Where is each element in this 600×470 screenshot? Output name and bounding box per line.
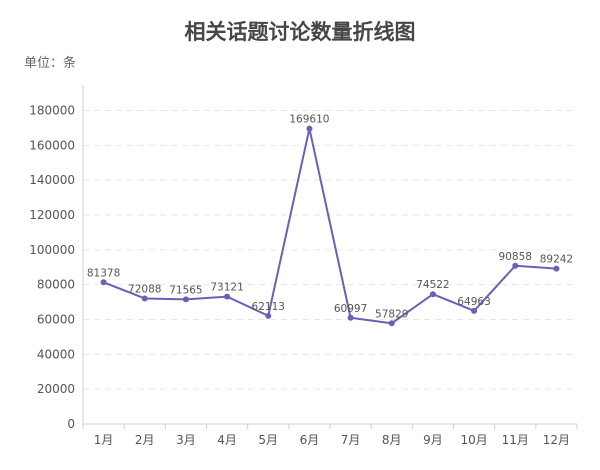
x-tick-label: 9月 (423, 433, 443, 447)
data-label: 169610 (289, 114, 329, 126)
data-point (100, 279, 107, 286)
data-point (512, 262, 519, 269)
data-point (429, 291, 436, 298)
y-tick-label: 40000 (37, 347, 75, 361)
data-label: 74522 (416, 279, 449, 291)
y-tick-label: 100000 (29, 243, 75, 257)
series-layer (100, 125, 560, 327)
series-line (103, 127, 557, 325)
x-tick-label: 3月 (176, 433, 196, 447)
y-axis-tick-labels: 0 20000 40000 60000 80000 100000 120000 140000 1… (29, 104, 75, 432)
x-tick-label: 8月 (382, 433, 402, 447)
data-label: 90858 (499, 251, 532, 263)
data-label: 57829 (375, 308, 408, 320)
data-point (265, 312, 272, 319)
y-tick-label: 120000 (29, 208, 75, 222)
data-label: 64963 (457, 296, 490, 308)
grid-lines (83, 110, 577, 390)
data-point (224, 293, 231, 300)
x-tick-label: 10月 (460, 433, 487, 447)
data-point (553, 265, 560, 272)
data-point (388, 320, 395, 327)
x-tick-label: 6月 (300, 433, 320, 447)
data-label: 71565 (169, 284, 202, 296)
x-tick-label: 5月 (258, 433, 278, 447)
unit-label: 单位：条 (24, 56, 77, 71)
y-tick-label: 80000 (37, 278, 75, 292)
data-point (306, 125, 313, 132)
data-label: 89242 (540, 254, 573, 266)
x-tick-label: 2月 (135, 433, 155, 447)
y-tick-label: 60000 (37, 313, 75, 327)
y-tick-label: 160000 (29, 138, 75, 152)
chart-title: 相关话题讨论数量折线图 (184, 20, 416, 44)
data-label: 62113 (252, 301, 285, 313)
y-tick-label: 20000 (37, 382, 75, 396)
data-label: 81378 (87, 267, 120, 279)
y-tick-label: 180000 (29, 104, 75, 118)
data-labels: 81378 72088 71565 73121 62113 169610 60997 5782… (87, 114, 573, 321)
y-tick-label: 140000 (29, 173, 75, 187)
x-tick-label: 4月 (217, 433, 237, 447)
x-tick-label: 7月 (341, 433, 361, 447)
x-tick-label: 11月 (502, 433, 529, 447)
data-label: 73121 (210, 282, 243, 294)
data-point (471, 307, 478, 314)
x-axis-tick-labels: 1月 2月 3月 4月 5月 6月 7月 8月 9月 10月 11月 12月 (94, 433, 570, 447)
y-tick-label: 0 (67, 417, 75, 431)
x-tick-label: 12月 (543, 433, 570, 447)
data-label: 60997 (334, 303, 367, 315)
data-point (347, 314, 354, 321)
data-point (182, 296, 189, 303)
data-point (141, 295, 148, 302)
x-tick-label: 1月 (94, 433, 114, 447)
axes (82, 85, 578, 429)
data-label: 72088 (128, 283, 161, 295)
